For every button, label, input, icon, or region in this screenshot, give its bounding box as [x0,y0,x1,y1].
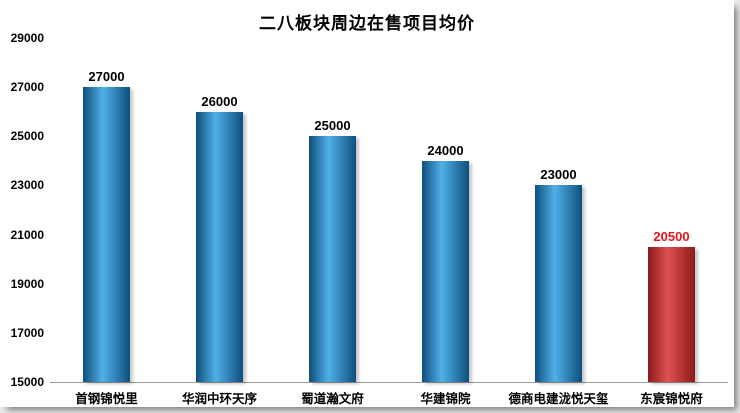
bar-value-label: 20500 [653,228,690,244]
bar [648,246,695,382]
bar-column: 20500 [615,38,728,382]
y-tick-label: 19000 [10,276,44,291]
category-label: 华建锦院 [420,392,471,406]
bar-column: 26000 [163,38,276,382]
bars-area: 27000 26000 25000 24000 23000 20500 [50,38,728,383]
bar [422,160,469,382]
x-axis: 首钢锦悦里 华润中环天序 蜀道瀚文府 华建锦院 德商电建泷悦天玺 东宸锦悦府 [4,382,728,407]
y-tick-label: 21000 [10,227,44,242]
chart-title: 二八板块周边在售项目均价 [259,14,475,33]
bar-value-label: 25000 [314,118,351,134]
bar [535,185,582,382]
bar-value-label: 23000 [540,167,577,183]
y-tick-label: 17000 [10,325,44,340]
plot-area: 29000 27000 25000 23000 21000 19000 17000 15000… [4,32,728,388]
bar-column: 24000 [389,38,502,382]
bar [309,136,356,382]
chart-container: 二八板块周边在售项目均价 29000 27000 25000 23000 21000 19… [0,0,734,407]
bar-value-label: 27000 [88,69,125,85]
category-label: 德商电建泷悦天玺 [508,392,609,406]
bar-value-label: 24000 [427,142,464,158]
bar-column: 25000 [276,38,389,382]
category-label: 首钢锦悦里 [75,392,138,406]
bar-column: 23000 [502,38,615,382]
y-tick-label: 25000 [10,129,44,144]
bar-chart: 29000 27000 25000 23000 21000 19000 17000 15000… [0,32,734,407]
bar [83,87,130,382]
y-tick-label: 29000 [10,31,44,45]
category-labels: 首钢锦悦里 华润中环天序 蜀道瀚文府 华建锦院 德商电建泷悦天玺 东宸锦悦府 [50,382,728,407]
bar-value-label: 26000 [201,93,238,109]
category-label: 华润中环天序 [181,392,257,406]
bar [196,111,243,382]
y-tick-label: 23000 [10,178,44,193]
y-tick-label: 15000 [10,375,44,389]
category-label: 蜀道瀚文府 [301,392,364,406]
bar-column: 27000 [50,38,163,382]
y-tick-label: 27000 [10,80,44,95]
y-axis: 29000 27000 25000 23000 21000 19000 17000 15000 [4,32,50,388]
category-label: 东宸锦悦府 [640,392,703,406]
